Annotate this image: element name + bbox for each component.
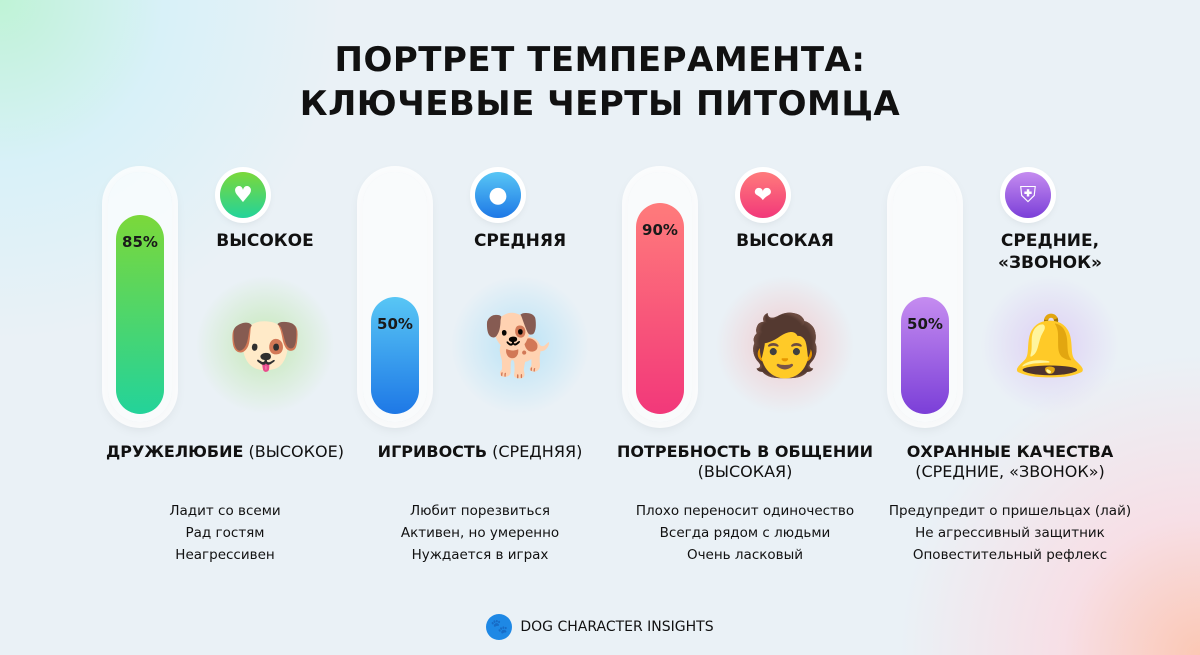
trait-list: Любит порезвиться Активен, но умеренно Нуж…: [335, 500, 625, 566]
meter-fill: [901, 297, 949, 414]
trait-list: Ладит со всеми Рад гостям Неагрессивен: [80, 500, 370, 566]
trait-item: Плохо переносит одиночество: [635, 503, 855, 519]
trait-name-bold: ДРУЖЕЛЮБИЕ: [106, 442, 244, 461]
meter-fill: [116, 215, 164, 414]
percent-label: 50%: [377, 315, 413, 333]
trait-name: ПОТРЕБНОСТЬ В ОБЩЕНИИ (ВЫСОКАЯ): [610, 442, 880, 482]
trait-name-bold: ИГРИВОСТЬ: [377, 442, 488, 461]
page-title: ПОРТРЕТ ТЕМПЕРАМЕНТА: КЛЮЧЕВЫЕ ЧЕРТЫ ПИТ…: [0, 38, 1200, 126]
heart-icon: ♥: [220, 172, 266, 218]
trait-meter: [893, 172, 957, 422]
trait-meter: [108, 172, 172, 422]
trait-list: Предупредит о пришельцах (лай) Не агресси…: [865, 500, 1155, 566]
trait-name: ДРУЖЕЛЮБИЕ (ВЫСОКОЕ): [90, 442, 360, 462]
level-label: СРЕДНЯЯ: [473, 231, 567, 251]
trait-item: Активен, но умеренно: [400, 525, 560, 541]
trait-name-level: (СРЕДНИЕ, «ЗВОНОК»): [915, 462, 1105, 481]
footer: 🐾 DOG CHARACTER INSIGHTS: [0, 614, 1200, 640]
trait-name: ОХРАННЫЕ КАЧЕСТВА (СРЕДНИЕ, «ЗВОНОК»): [875, 442, 1145, 482]
trait-item: Нуждается в играх: [411, 547, 549, 563]
person-dog-icon: ❤: [740, 172, 786, 218]
trait-item: Ладит со всеми: [169, 503, 281, 519]
trait-name-level: (СРЕДНЯЯ): [492, 442, 583, 461]
trait-meter: [628, 172, 692, 422]
trait-card: 50% ⛨ СРЕДНИЕ, «ЗВОНОК» 🔔 ОХРАННЫЕ КАЧЕС…: [885, 160, 1135, 580]
trait-name-bold: ОХРАННЫЕ КАЧЕСТВА: [906, 442, 1114, 461]
illustration-icon: 🔔: [980, 275, 1120, 415]
footer-brand: DOG CHARACTER INSIGHTS: [520, 619, 714, 635]
level-label: ВЫСОКОЕ: [216, 231, 314, 251]
illustration-icon: 🐕: [450, 275, 590, 415]
trait-card: 90% ❤ ВЫСОКАЯ 🧑 ПОТРЕБНОСТЬ В ОБЩЕНИИ (В…: [617, 160, 873, 580]
trait-item: Очень ласковый: [686, 547, 804, 563]
trait-item: Предупредит о пришельцах (лай): [888, 503, 1132, 519]
illustration-icon: 🐶: [195, 275, 335, 415]
title-line-2: КЛЮЧЕВЫЕ ЧЕРТЫ ПИТОМЦА: [299, 84, 901, 124]
trait-item: Всегда рядом с людьми: [659, 525, 831, 541]
trait-item: Неагрессивен: [175, 547, 275, 563]
trait-list: Плохо переносит одиночество Всегда рядом …: [600, 500, 890, 566]
trait-name-level: (ВЫСОКАЯ): [697, 462, 793, 481]
trait-item: Оповестительный рефлекс: [912, 547, 1108, 563]
trait-name-level: (ВЫСОКОЕ): [248, 442, 344, 461]
trait-name-bold: ПОТРЕБНОСТЬ В ОБЩЕНИИ: [616, 442, 874, 461]
illustration-icon: 🧑: [715, 275, 855, 415]
trait-item: Любит порезвиться: [409, 503, 550, 519]
percent-label: 90%: [642, 221, 678, 240]
trait-name: ИГРИВОСТЬ (СРЕДНЯЯ): [345, 442, 615, 462]
level-label: СРЕДНИЕ, «ЗВОНОК»: [997, 231, 1103, 273]
shield-icon: ⛨: [1005, 172, 1051, 218]
meter-fill: [371, 297, 419, 414]
percent-label: 85%: [122, 233, 158, 252]
percent-label: 50%: [907, 315, 943, 333]
trait-item: Рад гостям: [185, 525, 265, 541]
title-line-1: ПОРТРЕТ ТЕМПЕРАМЕНТА:: [334, 40, 866, 80]
meter-fill: [636, 203, 684, 414]
paw-icon: 🐾: [486, 614, 513, 640]
level-label: ВЫСОКАЯ: [736, 231, 834, 251]
trait-item: Не агрессивный защитник: [915, 525, 1105, 541]
trait-card: 85% ♥ ВЫСОКОЕ 🐶 ДРУЖЕЛЮБИЕ (ВЫСОКОЕ) Лад…: [100, 160, 350, 580]
ball-icon: ●: [475, 172, 521, 218]
trait-card: 50% ● СРЕДНЯЯ 🐕 ИГРИВОСТЬ (СРЕДНЯЯ) Люби…: [355, 160, 605, 580]
trait-meter: [363, 172, 427, 422]
